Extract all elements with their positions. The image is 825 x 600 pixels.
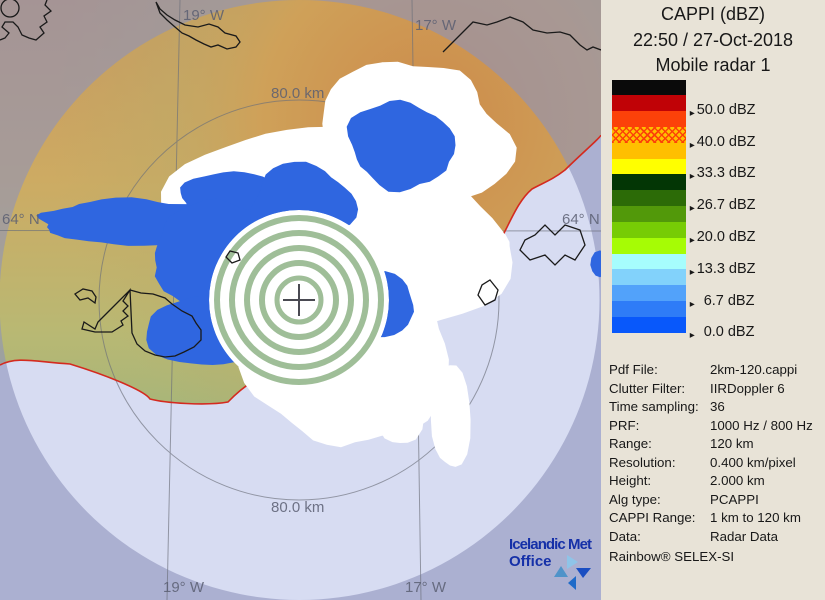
- svg-text:80.0 km: 80.0 km: [271, 499, 324, 516]
- svg-text:Icelandic Met: Icelandic Met: [509, 536, 592, 553]
- svg-text:80.0 km: 80.0 km: [271, 85, 324, 102]
- svg-text:Office: Office: [509, 553, 552, 570]
- svg-text:17° W: 17° W: [415, 17, 457, 34]
- svg-text:17° W: 17° W: [405, 579, 447, 596]
- svg-text:64° N: 64° N: [2, 211, 40, 228]
- svg-text:19° W: 19° W: [163, 579, 205, 596]
- svg-text:19° W: 19° W: [183, 7, 225, 24]
- svg-text:64° N: 64° N: [562, 211, 600, 228]
